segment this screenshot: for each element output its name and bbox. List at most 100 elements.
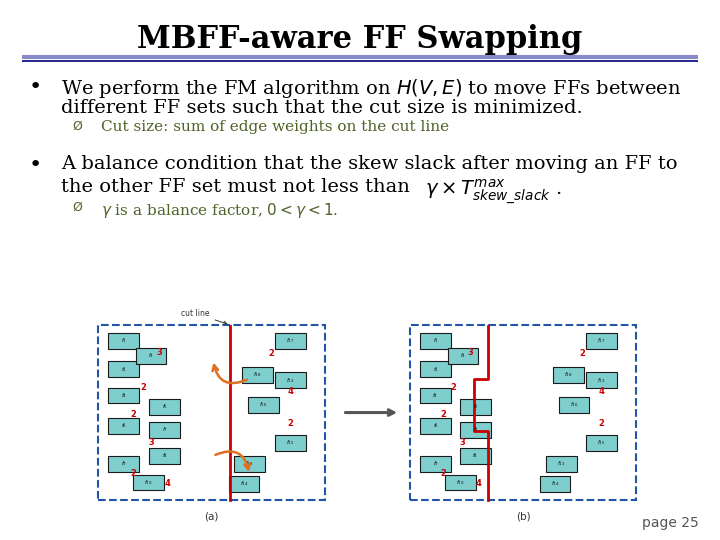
FancyBboxPatch shape <box>275 435 306 451</box>
FancyBboxPatch shape <box>420 333 451 349</box>
Text: 2: 2 <box>580 349 585 359</box>
Text: $f_{10}$: $f_{10}$ <box>144 478 153 487</box>
FancyBboxPatch shape <box>445 475 475 490</box>
FancyBboxPatch shape <box>150 448 180 464</box>
Text: $f_{10}$: $f_{10}$ <box>456 478 464 487</box>
FancyBboxPatch shape <box>109 388 139 403</box>
Text: $\gamma$ is a balance factor, $0 < \gamma < 1$.: $\gamma$ is a balance factor, $0 < \gamm… <box>101 201 338 220</box>
Text: cut line: cut line <box>181 309 227 324</box>
Text: $f_{17}$: $f_{17}$ <box>287 336 295 345</box>
Text: 2: 2 <box>288 420 294 428</box>
Text: $f_{14}$: $f_{14}$ <box>240 479 248 488</box>
FancyBboxPatch shape <box>109 418 139 434</box>
FancyBboxPatch shape <box>420 418 451 434</box>
FancyBboxPatch shape <box>460 422 491 437</box>
Text: 3: 3 <box>148 438 154 447</box>
Text: $f_{13}$: $f_{13}$ <box>287 376 295 385</box>
FancyBboxPatch shape <box>586 333 617 349</box>
Text: $f_3$: $f_3$ <box>460 352 466 360</box>
Text: 2: 2 <box>451 383 456 393</box>
Text: $f_{18}$: $f_{18}$ <box>253 370 262 379</box>
FancyBboxPatch shape <box>133 475 163 490</box>
Text: $f_7$: $f_7$ <box>472 425 479 434</box>
Text: different FF sets such that the cut size is minimized.: different FF sets such that the cut size… <box>61 99 583 117</box>
FancyBboxPatch shape <box>539 476 570 491</box>
Text: $f_9$: $f_9$ <box>121 459 127 468</box>
Text: $f_{15}$: $f_{15}$ <box>287 438 294 447</box>
Text: MBFF-aware FF Swapping: MBFF-aware FF Swapping <box>138 24 582 55</box>
Text: $f_{15}$: $f_{15}$ <box>597 438 606 447</box>
FancyBboxPatch shape <box>109 361 139 377</box>
Text: $f_5$: $f_5$ <box>472 402 479 411</box>
Text: $f_{13}$: $f_{13}$ <box>246 459 254 468</box>
FancyBboxPatch shape <box>559 397 590 413</box>
Text: the other FF set must not less than: the other FF set must not less than <box>61 178 416 195</box>
Text: $f_8$: $f_8$ <box>162 451 168 461</box>
Text: 2: 2 <box>598 420 604 428</box>
Text: $f_{14}$: $f_{14}$ <box>551 479 559 488</box>
FancyBboxPatch shape <box>248 397 279 413</box>
Text: (b): (b) <box>516 511 531 522</box>
FancyBboxPatch shape <box>234 456 265 471</box>
Text: 2: 2 <box>441 410 446 419</box>
Text: •: • <box>29 77 42 97</box>
Text: $f_{17}$: $f_{17}$ <box>597 336 606 345</box>
Text: $f_2$: $f_2$ <box>433 364 438 374</box>
FancyBboxPatch shape <box>420 456 451 471</box>
Text: $f_3$: $f_3$ <box>148 352 154 360</box>
FancyBboxPatch shape <box>553 367 584 383</box>
FancyBboxPatch shape <box>586 373 617 388</box>
Text: $f_{13}$: $f_{13}$ <box>597 376 606 385</box>
FancyBboxPatch shape <box>460 399 491 415</box>
Text: $f_4$: $f_4$ <box>120 391 127 400</box>
Text: •: • <box>29 155 42 175</box>
Text: 4: 4 <box>598 387 604 396</box>
Text: $\gamma \times T_{skew\_slack}^{max}$ .: $\gamma \times T_{skew\_slack}^{max}$ . <box>425 178 562 206</box>
Text: $f_7$: $f_7$ <box>162 425 168 434</box>
Text: $f_2$: $f_2$ <box>121 364 127 374</box>
FancyBboxPatch shape <box>150 399 180 415</box>
Text: Ø: Ø <box>72 120 82 133</box>
Text: $f_{13}$: $f_{13}$ <box>557 459 566 468</box>
FancyBboxPatch shape <box>275 373 306 388</box>
Text: 2: 2 <box>130 410 136 419</box>
FancyBboxPatch shape <box>586 435 617 451</box>
Text: 3: 3 <box>156 348 162 356</box>
Text: $f_6$: $f_6$ <box>121 421 127 430</box>
Text: page 25: page 25 <box>642 516 698 530</box>
FancyBboxPatch shape <box>150 422 180 437</box>
Text: $f_{16}$: $f_{16}$ <box>570 401 578 409</box>
Text: $f_9$: $f_9$ <box>433 459 438 468</box>
Text: Ø: Ø <box>72 201 82 214</box>
FancyBboxPatch shape <box>243 367 273 383</box>
FancyBboxPatch shape <box>109 456 139 471</box>
Text: 4: 4 <box>288 387 294 396</box>
FancyBboxPatch shape <box>136 348 166 364</box>
Text: $f_{16}$: $f_{16}$ <box>259 401 268 409</box>
Text: 2: 2 <box>269 349 274 359</box>
Text: (a): (a) <box>204 511 218 522</box>
Text: $f_5$: $f_5$ <box>162 402 168 411</box>
Text: Cut size: sum of edge weights on the cut line: Cut size: sum of edge weights on the cut… <box>101 120 449 134</box>
Text: 4: 4 <box>165 479 171 488</box>
Text: We perform the FM algorithm on $H(V, E)$ to move FFs between: We perform the FM algorithm on $H(V, E)$… <box>61 77 682 100</box>
Text: 2: 2 <box>140 383 145 393</box>
FancyBboxPatch shape <box>109 333 139 349</box>
FancyBboxPatch shape <box>229 476 259 491</box>
Text: $f_1$: $f_1$ <box>433 336 438 345</box>
Text: 4: 4 <box>475 479 481 488</box>
Text: 2: 2 <box>130 469 136 478</box>
FancyBboxPatch shape <box>420 361 451 377</box>
FancyBboxPatch shape <box>460 448 491 464</box>
Text: $f_4$: $f_4$ <box>433 391 438 400</box>
Text: $f_{18}$: $f_{18}$ <box>564 370 573 379</box>
Text: $f_8$: $f_8$ <box>472 451 479 461</box>
Text: 3: 3 <box>459 438 464 447</box>
Text: $f_1$: $f_1$ <box>121 336 127 345</box>
FancyBboxPatch shape <box>546 456 577 471</box>
FancyBboxPatch shape <box>275 333 306 349</box>
FancyBboxPatch shape <box>420 388 451 403</box>
Text: 2: 2 <box>441 469 446 478</box>
FancyBboxPatch shape <box>448 348 478 364</box>
Text: A balance condition that the skew slack after moving an FF to: A balance condition that the skew slack … <box>61 155 678 173</box>
